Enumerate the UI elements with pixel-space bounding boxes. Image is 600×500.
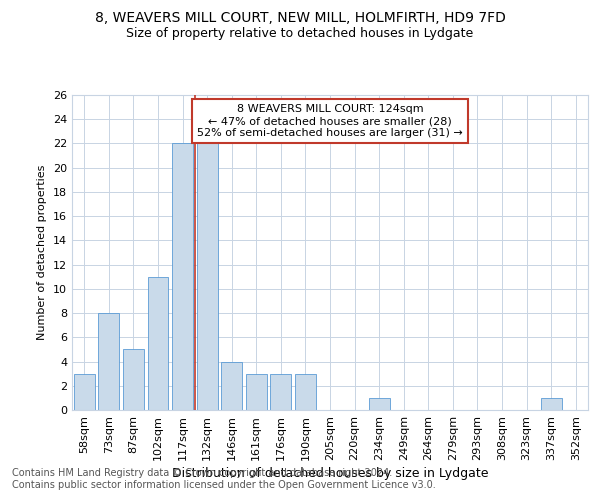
Bar	[368, 398, 389, 410]
Text: Contains HM Land Registry data © Crown copyright and database right 2024.
Contai: Contains HM Land Registry data © Crown c…	[12, 468, 436, 490]
Bar	[74, 374, 95, 410]
Text: 8, WEAVERS MILL COURT, NEW MILL, HOLMFIRTH, HD9 7FD: 8, WEAVERS MILL COURT, NEW MILL, HOLMFIR…	[95, 12, 505, 26]
Y-axis label: Number of detached properties: Number of detached properties	[37, 165, 47, 340]
Bar	[98, 313, 119, 410]
Bar	[221, 362, 242, 410]
Bar	[148, 276, 169, 410]
Text: 8 WEAVERS MILL COURT: 124sqm
← 47% of detached houses are smaller (28)
52% of se: 8 WEAVERS MILL COURT: 124sqm ← 47% of de…	[197, 104, 463, 138]
Bar	[541, 398, 562, 410]
Bar	[172, 144, 193, 410]
Text: Size of property relative to detached houses in Lydgate: Size of property relative to detached ho…	[127, 28, 473, 40]
Bar	[246, 374, 267, 410]
Bar	[295, 374, 316, 410]
X-axis label: Distribution of detached houses by size in Lydgate: Distribution of detached houses by size …	[172, 467, 488, 480]
Bar	[271, 374, 292, 410]
Bar	[197, 144, 218, 410]
Bar	[123, 350, 144, 410]
